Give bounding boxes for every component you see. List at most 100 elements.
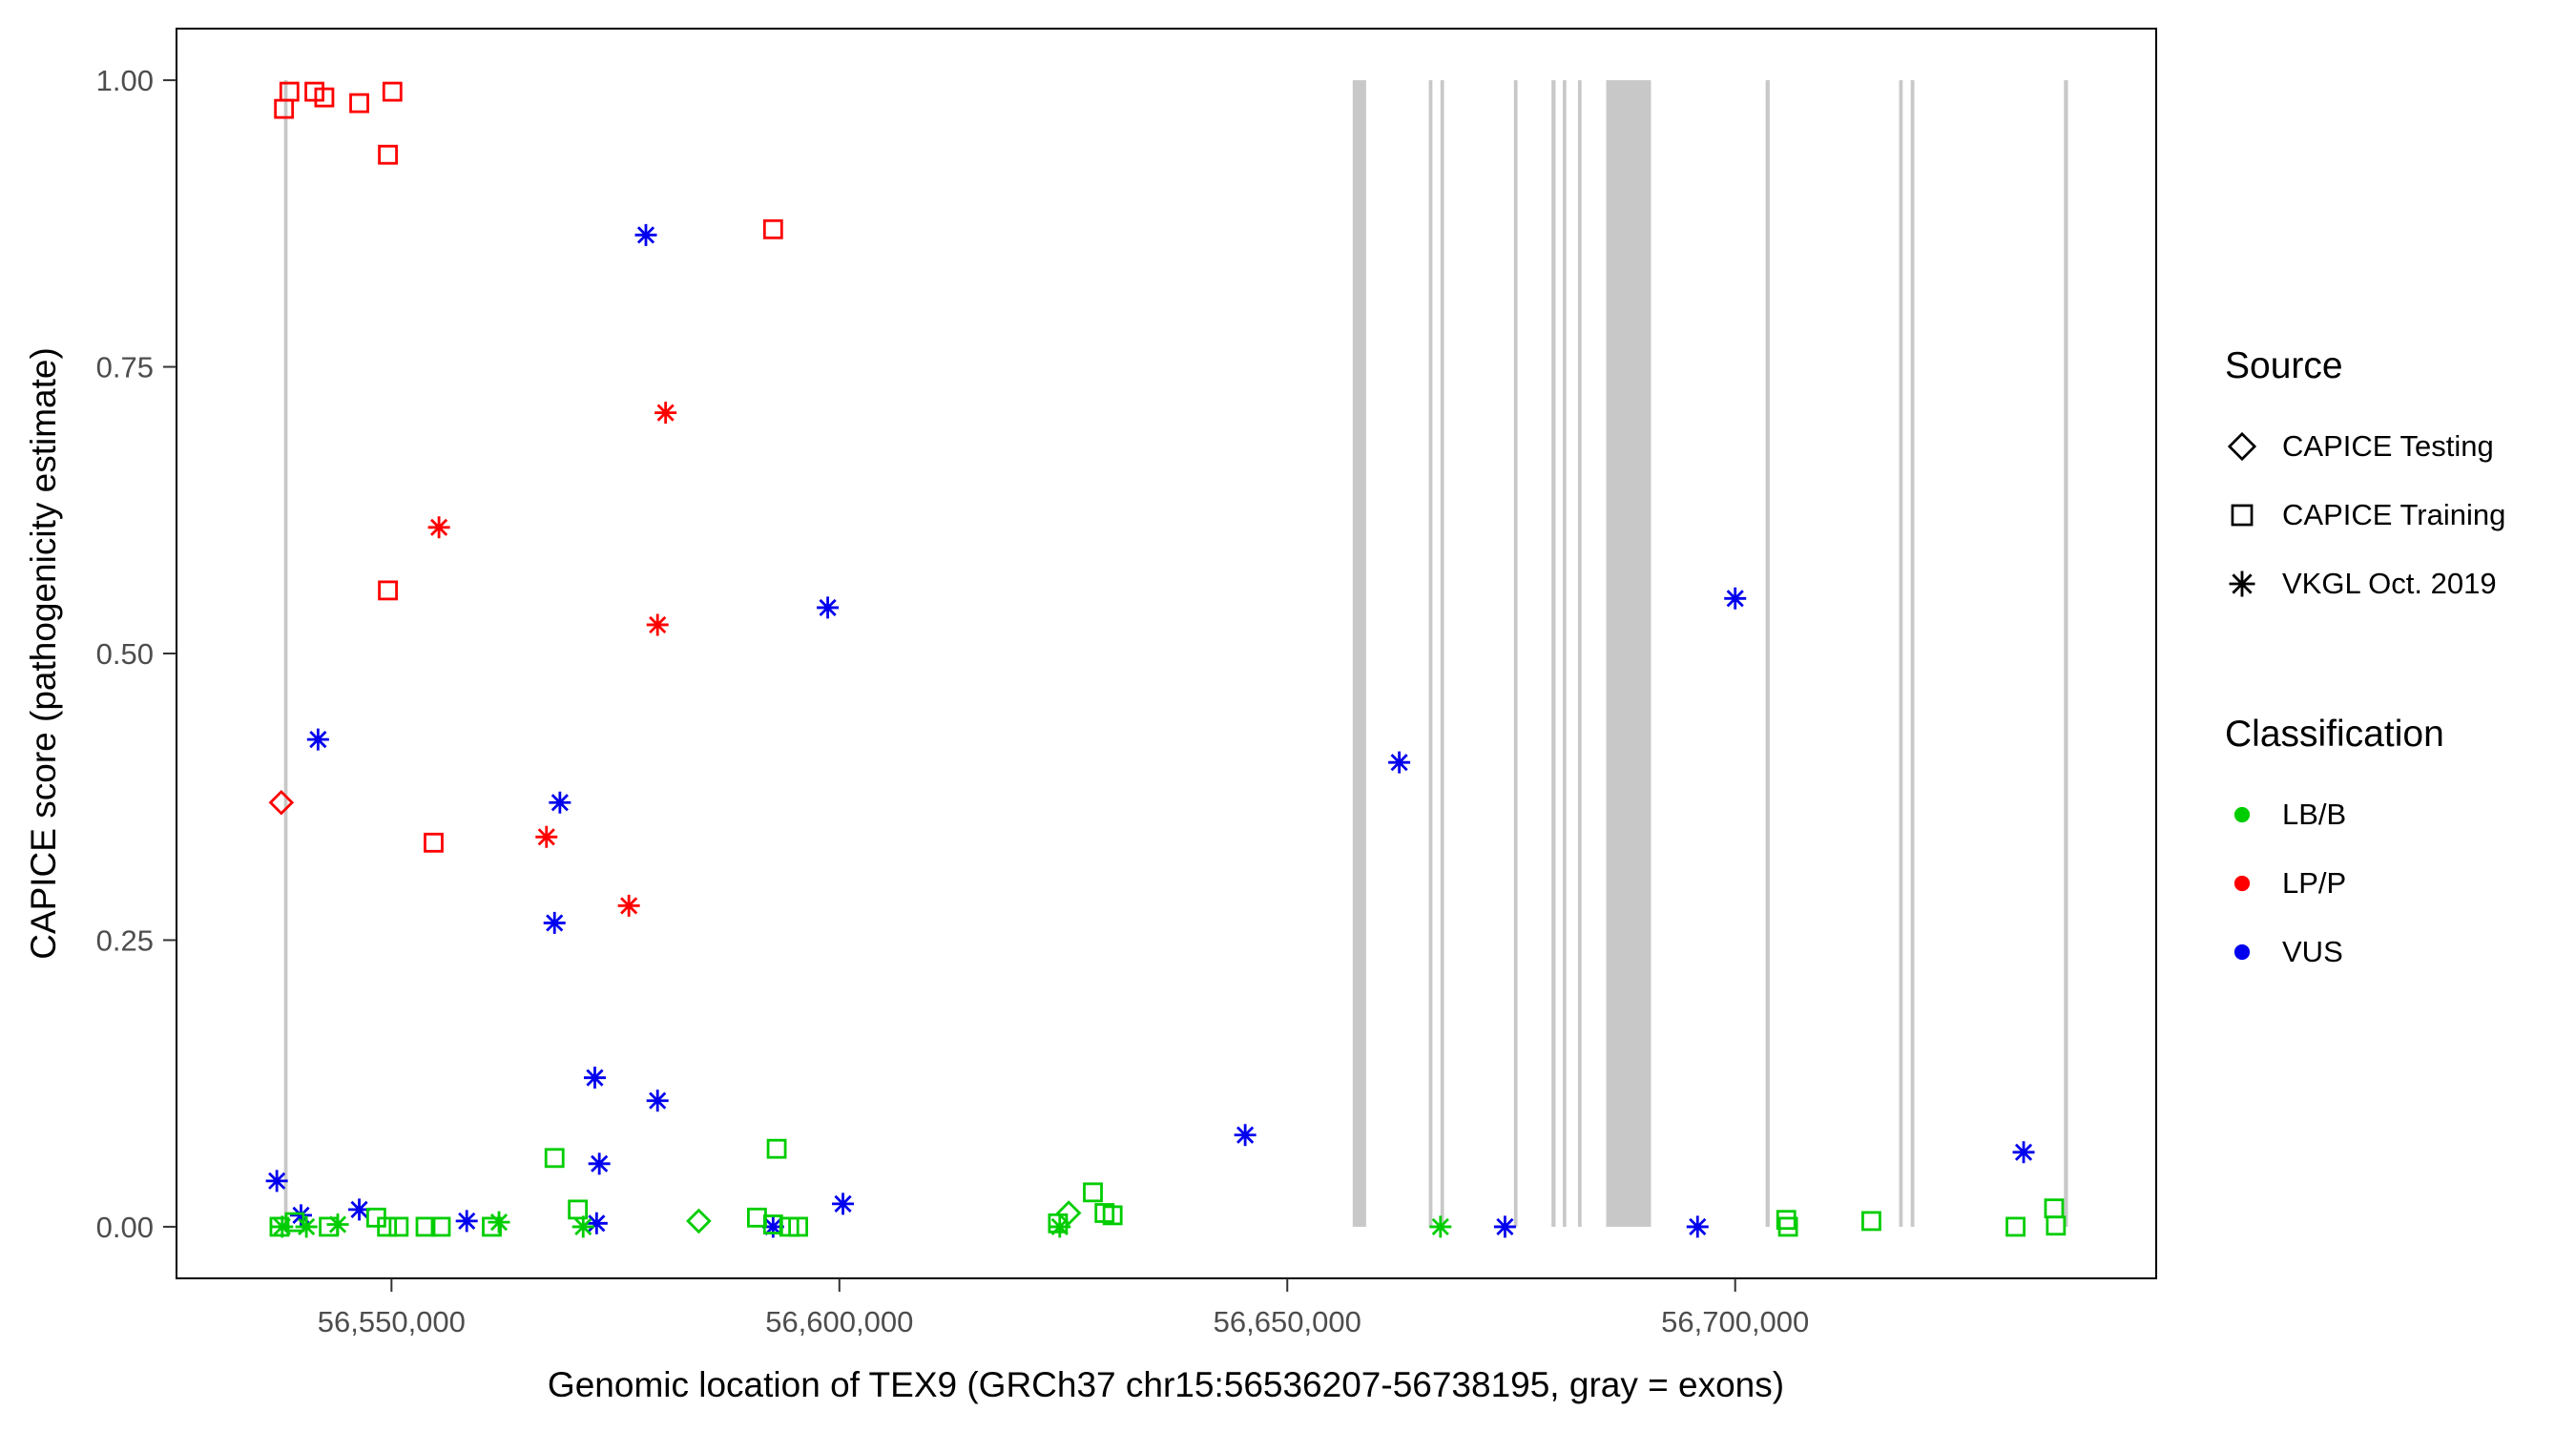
data-point xyxy=(549,791,571,814)
legend-item-label: LP/P xyxy=(2282,866,2347,900)
legend-item-capice-training: CAPICE Training xyxy=(2225,481,2505,550)
red-dot-icon xyxy=(2233,875,2251,892)
data-point xyxy=(1724,587,1747,610)
plot-border xyxy=(176,28,2157,1279)
data-point xyxy=(2044,1198,2065,1219)
green-dot-icon xyxy=(2233,806,2251,823)
data-point xyxy=(377,1216,398,1237)
y-tick-label: 0.00 xyxy=(96,1211,154,1244)
y-tick-label: 0.50 xyxy=(96,637,154,671)
data-point xyxy=(382,81,403,102)
data-point xyxy=(2005,1216,2025,1237)
exon-bar xyxy=(1440,80,1444,1227)
exon-bar xyxy=(1428,80,1433,1227)
legend-item-vkgl: VKGL Oct. 2019 xyxy=(2225,550,2505,618)
data-point xyxy=(306,728,329,751)
data-point xyxy=(1429,1215,1452,1238)
data-point xyxy=(314,87,335,108)
classification-legend-title: Classification xyxy=(2225,714,2444,755)
legend-item-label: LB/B xyxy=(2282,798,2347,831)
data-point xyxy=(1102,1205,1123,1226)
exon-bar xyxy=(1562,80,1567,1227)
data-point xyxy=(1234,1124,1257,1147)
exon-bar xyxy=(1352,80,1366,1227)
data-point xyxy=(617,894,640,917)
x-tick-label: 56,650,000 xyxy=(1214,1305,1361,1338)
source-legend-title: Source xyxy=(2225,345,2343,386)
legend-item-lbb: LB/B xyxy=(2225,780,2505,849)
data-point xyxy=(646,1089,669,1112)
data-point xyxy=(585,1212,608,1234)
data-point xyxy=(488,1211,510,1234)
data-point xyxy=(424,832,444,853)
data-point xyxy=(788,1216,809,1237)
data-point xyxy=(634,223,657,246)
data-point xyxy=(568,1199,589,1220)
data-point xyxy=(388,1216,409,1237)
data-point xyxy=(1388,751,1411,774)
data-point xyxy=(583,1067,606,1089)
exon-bar xyxy=(1606,80,1652,1227)
data-point xyxy=(326,1213,349,1236)
exon-bar xyxy=(283,80,288,1227)
data-point xyxy=(2046,1215,2067,1236)
data-point xyxy=(1776,1210,1797,1231)
legend-item-label: CAPICE Testing xyxy=(2282,429,2494,463)
legend-item-lpp: LP/P xyxy=(2225,849,2505,918)
x-tick-label: 56,550,000 xyxy=(318,1305,466,1338)
data-point xyxy=(535,825,558,848)
y-tick-label: 0.75 xyxy=(96,351,154,384)
exon-bar xyxy=(1765,80,1770,1227)
diamond-icon xyxy=(2227,431,2257,462)
legend-item-capice-testing: CAPICE Testing xyxy=(2225,412,2505,481)
legend-spacer xyxy=(2225,618,2505,714)
data-point xyxy=(378,144,398,165)
data-point xyxy=(1055,1200,1082,1226)
data-point xyxy=(588,1152,611,1175)
data-point xyxy=(427,516,450,539)
data-point xyxy=(2012,1141,2035,1164)
data-point xyxy=(265,1170,288,1192)
data-point xyxy=(279,81,300,102)
legend-item-label: VUS xyxy=(2282,935,2343,968)
exon-bar xyxy=(1577,80,1582,1227)
data-point xyxy=(762,218,783,239)
data-point xyxy=(455,1210,478,1233)
data-point xyxy=(646,613,669,636)
data-point xyxy=(295,1215,318,1238)
data-point xyxy=(654,402,677,425)
y-axis-title: CAPICE score (pathogenicity estimate) xyxy=(24,347,63,960)
data-point xyxy=(832,1192,855,1215)
data-point xyxy=(1049,1215,1071,1238)
legend: Source CAPICE Testing CAPICE Training VK… xyxy=(2225,345,2505,986)
data-point xyxy=(349,93,369,114)
square-icon xyxy=(2231,504,2254,527)
y-tick-label: 0.25 xyxy=(96,923,154,957)
legend-item-label: VKGL Oct. 2019 xyxy=(2282,567,2497,600)
data-point xyxy=(766,1138,787,1159)
data-point xyxy=(1861,1211,1881,1232)
data-point xyxy=(268,789,295,816)
data-point xyxy=(571,1215,594,1238)
blue-dot-icon xyxy=(2233,944,2251,961)
data-point xyxy=(1083,1182,1103,1203)
exon-bar xyxy=(1513,80,1518,1227)
data-point xyxy=(543,911,566,934)
exon-bar xyxy=(1551,80,1556,1227)
data-point xyxy=(761,1215,784,1238)
data-point xyxy=(544,1148,565,1169)
data-point xyxy=(747,1207,767,1228)
x-axis-title: Genomic location of TEX9 (GRCh37 chr15:5… xyxy=(547,1365,1785,1404)
data-point xyxy=(430,1216,451,1237)
x-tick-label: 56,700,000 xyxy=(1661,1305,1809,1338)
y-tick-label: 1.00 xyxy=(96,64,154,97)
exon-bar xyxy=(2064,80,2068,1227)
data-point xyxy=(1777,1216,1798,1237)
data-point xyxy=(817,596,840,619)
exon-bar xyxy=(1910,80,1915,1227)
data-point xyxy=(1493,1215,1516,1238)
data-point xyxy=(415,1216,436,1237)
data-point xyxy=(1686,1215,1709,1238)
data-point xyxy=(686,1208,712,1234)
